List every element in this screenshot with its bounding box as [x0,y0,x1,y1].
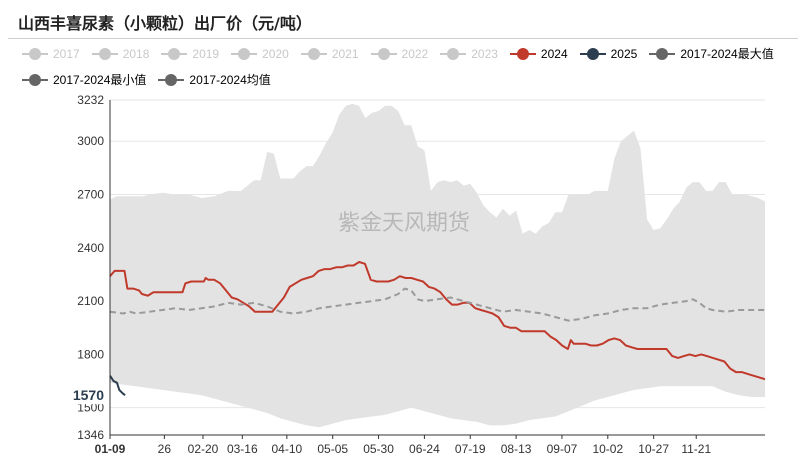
legend-marker-icon [300,48,327,60]
legend-label: 2018 [122,47,150,61]
current-value-label: 1570 [73,387,104,403]
legend-label: 2021 [331,47,359,61]
legend-label: 2022 [401,47,429,61]
watermark-text: 紫金天风期货 [338,211,470,236]
x-tick-label: 01-09 [95,442,126,456]
legend-marker-icon [440,48,467,60]
y-tick-label: 1800 [77,347,104,361]
legend-item-2019[interactable]: 2019 [161,42,219,66]
legend-marker-icon [91,48,118,60]
legend-label: 2017-2024均值 [189,73,271,87]
legend-item-2020[interactable]: 2020 [231,42,289,66]
legend-marker-icon [158,74,185,86]
legend-item-2023[interactable]: 2023 [440,42,498,66]
legend-label: 2020 [262,47,289,61]
series-line-2017-2024均值 [109,287,765,322]
legend-marker-icon [370,48,397,60]
x-tick-label: 09-07 [547,442,578,456]
x-tick-label: 06-24 [409,442,440,456]
legend-item-2018[interactable]: 2018 [91,42,150,66]
legend-marker-icon [579,48,606,60]
y-tick-label: 3232 [77,93,104,107]
x-tick-label: 05-30 [363,442,394,456]
legend-label: 2017 [53,47,80,61]
legend-marker-icon [22,74,48,86]
legend-item-2021[interactable]: 2021 [300,42,359,66]
legend-item-2025[interactable]: 2025 [579,42,638,66]
legend-label: 2019 [192,47,220,61]
legend-label: 2017-2024最小值 [53,73,147,87]
y-tick-label: 2700 [77,187,104,201]
legend-label: 2023 [471,47,498,61]
series-line-2025 [109,375,126,396]
y-tick-label: 2100 [77,294,104,308]
x-tick-label: 05-05 [317,442,348,456]
x-tick-label: 08-13 [501,442,532,456]
legend-item-2017[interactable]: 2017 [22,42,80,66]
series-line-2024 [109,261,766,381]
legend-marker-icon [509,48,536,60]
legend-item-2017-2024最小值[interactable]: 2017-2024最小值 [22,68,146,92]
x-tick-label: 11-21 [681,442,711,456]
legend-item-2024[interactable]: 2024 [509,42,568,66]
legend-item-2022[interactable]: 2022 [370,42,429,66]
legend-marker-icon [231,48,258,60]
legend-label: 2024 [540,47,568,61]
x-tick-label: 03-16 [227,442,258,456]
legend-item-2017-2024最大值[interactable]: 2017-2024最大值 [649,42,774,66]
range-band-area [110,103,765,428]
x-tick-label: 26 [158,442,172,456]
current-value-box [66,386,106,405]
chart-legend: 2017 2018 2019 2020 2021 2022 2023 2024 2025 2017… [22,42,802,94]
y-tick-label: 2400 [77,241,104,255]
title-divider [8,38,798,39]
legend-label: 2017-2024最大值 [680,47,774,61]
chart-title: 山西丰喜尿素（小颗粒）出厂价（元/吨） [18,14,312,33]
x-tick-label: 10-27 [638,442,669,456]
legend-label: 2025 [610,47,638,61]
x-tick-label: 02-20 [188,442,219,456]
y-tick-label: 1346 [77,428,104,442]
x-tick-label: 10-02 [592,442,623,456]
x-tick-label: 07-19 [455,442,486,456]
legend-item-2017-2024均值[interactable]: 2017-2024均值 [158,68,271,92]
x-tick-label: 04-10 [271,442,302,456]
y-tick-label: 3000 [77,134,104,148]
legend-marker-icon [649,48,676,60]
legend-marker-icon [22,48,48,60]
legend-marker-icon [161,48,188,60]
